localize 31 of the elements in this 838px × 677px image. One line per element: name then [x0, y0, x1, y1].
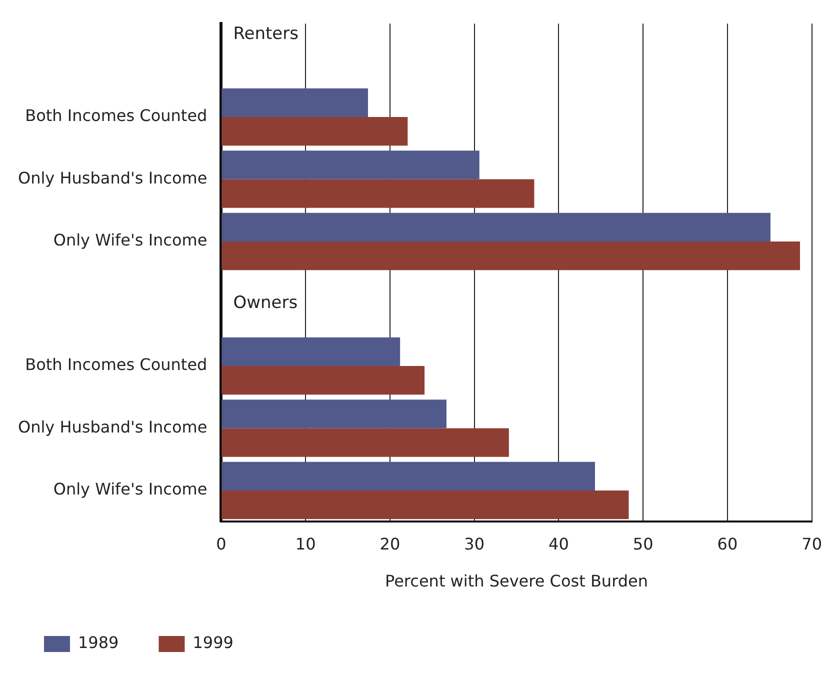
- legend-label: 1999: [192, 633, 234, 652]
- bar: [222, 462, 595, 490]
- bar: [222, 212, 770, 242]
- x-tick-label: 0: [216, 534, 226, 554]
- bar: [222, 179, 534, 208]
- bar: [222, 490, 629, 520]
- bar: [222, 400, 446, 428]
- x-tick-label: 40: [548, 534, 569, 554]
- bar: [222, 337, 400, 366]
- annotation: Renters: [233, 24, 299, 44]
- y-tick-label: Only Wife's Income: [53, 480, 208, 499]
- x-tick-label: 10: [295, 534, 316, 554]
- legend-label: 1989: [78, 633, 119, 652]
- bar: [222, 88, 368, 117]
- x-tick-label: 50: [632, 534, 654, 554]
- y-tick-label: Only Husband's Income: [18, 168, 208, 188]
- x-axis-title: Percent with Severe Cost Burden: [385, 572, 648, 591]
- bar: [222, 150, 480, 180]
- x-tick-label: 70: [802, 534, 822, 554]
- y-tick-label: Both Incomes Counted: [25, 106, 208, 126]
- bar: [222, 366, 425, 395]
- x-tick-label: 60: [717, 534, 738, 554]
- annotation: Owners: [233, 293, 298, 314]
- bar: [222, 428, 509, 457]
- x-tick-label: 20: [380, 534, 400, 554]
- bar: [222, 241, 800, 270]
- y-tick-label: Both Incomes Counted: [25, 355, 208, 374]
- y-tick-label: Only Husband's Income: [18, 417, 208, 436]
- y-tick-label: Only Wife's Income: [53, 230, 208, 250]
- x-tick-label: 30: [464, 534, 484, 554]
- bar: [222, 116, 408, 146]
